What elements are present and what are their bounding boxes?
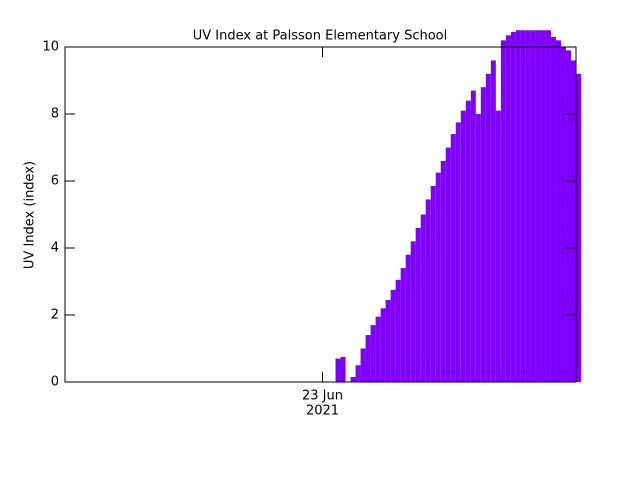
y-tick-label: 8 xyxy=(51,107,59,122)
bar xyxy=(565,50,571,382)
bar xyxy=(550,36,556,382)
chart-title: UV Index at Palsson Elementary School xyxy=(193,29,447,44)
bar xyxy=(485,73,491,383)
bar xyxy=(455,122,461,382)
bar xyxy=(576,73,582,383)
bar xyxy=(555,40,561,383)
bar xyxy=(475,114,481,382)
bar xyxy=(350,376,356,382)
bar xyxy=(435,172,441,382)
bar xyxy=(445,147,451,382)
bar xyxy=(465,100,471,382)
bar xyxy=(355,365,361,382)
y-tick-label: 10 xyxy=(42,40,59,55)
bar xyxy=(375,316,381,382)
bar xyxy=(390,289,396,382)
bar xyxy=(380,308,386,382)
bar xyxy=(500,40,506,383)
bar xyxy=(545,30,551,382)
bar xyxy=(415,227,421,382)
y-tick-label: 6 xyxy=(51,174,59,189)
bar xyxy=(510,31,516,383)
y-tick-label: 4 xyxy=(51,241,59,256)
bar xyxy=(370,325,376,382)
bar xyxy=(530,30,536,382)
bar xyxy=(495,110,501,383)
y-tick-label: 2 xyxy=(51,308,59,323)
bar xyxy=(515,30,521,382)
bar xyxy=(410,241,416,382)
x-tick-sublabel: 2021 xyxy=(306,404,339,419)
bar xyxy=(400,268,406,382)
bar xyxy=(335,358,341,382)
bar xyxy=(470,90,476,383)
bar xyxy=(395,279,401,382)
bar xyxy=(405,254,411,382)
bar xyxy=(520,30,526,382)
y-axis-label: UV Index (index) xyxy=(23,161,38,269)
bar xyxy=(490,60,496,383)
bar xyxy=(430,186,436,382)
bar xyxy=(385,299,391,382)
bar xyxy=(450,134,456,382)
bar xyxy=(525,30,531,382)
bar xyxy=(570,60,576,383)
bar xyxy=(460,110,466,383)
bar xyxy=(505,35,511,383)
bar xyxy=(425,199,431,382)
bar xyxy=(440,160,446,382)
bar xyxy=(535,30,541,382)
bar xyxy=(365,335,371,382)
bar xyxy=(360,348,366,382)
bar xyxy=(480,87,486,382)
x-tick-label: 23 Jun xyxy=(302,389,343,404)
bar xyxy=(560,47,566,382)
y-tick-label: 0 xyxy=(51,375,59,390)
bar xyxy=(420,214,426,382)
plot-frame xyxy=(64,46,577,383)
bar xyxy=(340,356,346,382)
bar xyxy=(540,30,546,382)
